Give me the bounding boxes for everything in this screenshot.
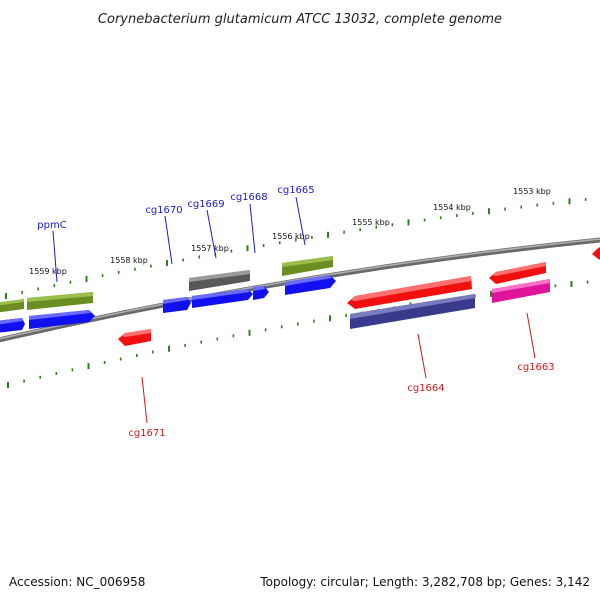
kbp-labels: 1553 kbp 1554 kbp 1555 kbp 1556 kbp 1557… bbox=[29, 187, 551, 276]
gene-label-cg1671[interactable]: cg1671 bbox=[128, 428, 165, 439]
kbp-label-1555: 1555 kbp bbox=[352, 218, 390, 227]
kbp-label-1557: 1557 kbp bbox=[191, 244, 229, 253]
gene-label-cg1664[interactable]: cg1664 bbox=[407, 383, 444, 394]
reverse-gene-labels: cg1671 cg1664 cg1663 bbox=[128, 362, 554, 439]
kbp-label-1556: 1556 kbp bbox=[272, 232, 310, 241]
kbp-label-1559: 1559 kbp bbox=[29, 267, 67, 276]
label-leader-lines bbox=[52, 196, 536, 424]
gene-feature-cg1669-gray[interactable] bbox=[189, 270, 250, 291]
gene-feature-ppmc[interactable] bbox=[27, 292, 93, 310]
forward-gene-labels: ppmC cg1670 cg1669 cg1668 cg1665 bbox=[37, 185, 314, 231]
gene-label-ppmc[interactable]: ppmC bbox=[37, 220, 66, 231]
topology-label: Topology: circular; Length: 3,282,708 bp… bbox=[259, 575, 590, 589]
gene-feature-cg1670[interactable] bbox=[163, 297, 191, 313]
gene-label-cg1669[interactable]: cg1669 bbox=[187, 199, 224, 210]
accession-label: Accession: NC_006958 bbox=[9, 575, 145, 589]
gene-feature-cg1665[interactable] bbox=[285, 275, 336, 295]
gene-feature[interactable] bbox=[29, 310, 95, 329]
gene-feature-cg1668[interactable] bbox=[253, 286, 269, 300]
gene-label-cg1670[interactable]: cg1670 bbox=[145, 205, 182, 216]
gene-feature-cg1669[interactable] bbox=[192, 289, 253, 308]
gene-feature-cg1671[interactable] bbox=[118, 329, 151, 346]
kbp-label-1554: 1554 kbp bbox=[433, 203, 471, 212]
gene-feature[interactable] bbox=[592, 247, 600, 260]
forward-strand-features bbox=[0, 256, 336, 333]
reverse-strand-features bbox=[118, 247, 600, 346]
gene-label-cg1663[interactable]: cg1663 bbox=[517, 362, 554, 373]
gene-feature-cg1663[interactable] bbox=[492, 279, 550, 303]
kbp-label-1558: 1558 kbp bbox=[110, 256, 148, 265]
gene-feature-cg1665-green[interactable] bbox=[282, 256, 333, 276]
gene-feature-cg1663-red[interactable] bbox=[489, 262, 546, 284]
upper-tick-track bbox=[5, 197, 587, 299]
map-title: Corynebacterium glutamicum ATCC 13032, c… bbox=[98, 12, 502, 27]
gene-label-cg1668[interactable]: cg1668 bbox=[230, 192, 267, 203]
gene-feature-cg1664-red[interactable] bbox=[347, 276, 472, 309]
gene-feature[interactable] bbox=[0, 299, 24, 313]
gene-feature-cg1664[interactable] bbox=[350, 294, 475, 329]
kbp-label-1553: 1553 kbp bbox=[513, 187, 551, 196]
gene-feature[interactable] bbox=[0, 318, 25, 333]
gene-label-cg1665[interactable]: cg1665 bbox=[277, 185, 314, 196]
